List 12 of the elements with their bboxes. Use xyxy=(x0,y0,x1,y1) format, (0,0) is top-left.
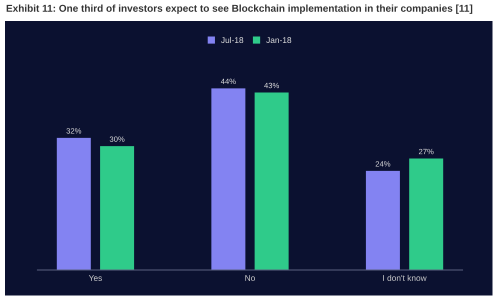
bar xyxy=(100,146,134,270)
x-tick-label: I don't know xyxy=(383,274,427,281)
bar xyxy=(409,158,444,270)
legend-label: Jul-18 xyxy=(221,36,244,44)
chart-title: Exhibit 11: One third of investors expect to see Blockchain implementation in their companies [11] xyxy=(6,4,472,14)
x-tick-label: No xyxy=(245,275,255,281)
legend-label: Jan-18 xyxy=(266,37,292,44)
bar xyxy=(56,138,91,270)
x-tick-label: Yes xyxy=(88,275,102,281)
bar xyxy=(211,88,246,270)
bar xyxy=(254,92,289,270)
bar xyxy=(366,170,400,270)
